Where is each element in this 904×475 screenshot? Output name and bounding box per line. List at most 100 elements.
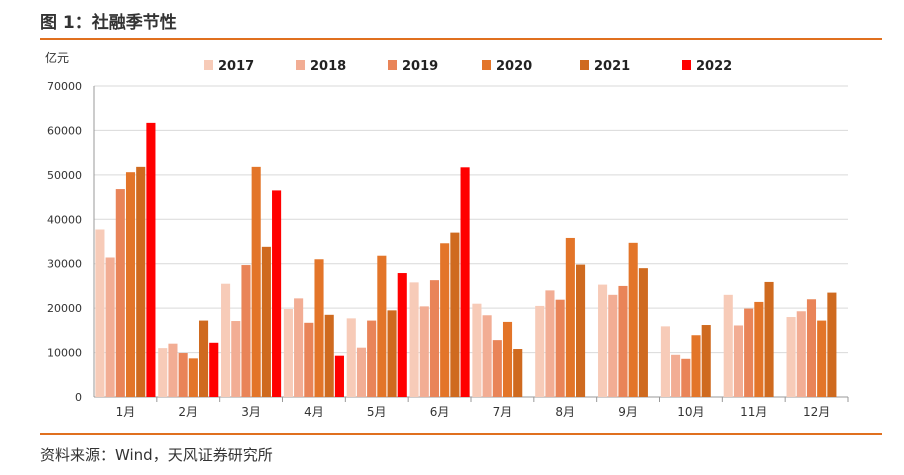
y-tick-label: 60000 [47, 124, 82, 137]
bar-2021-6 [450, 232, 460, 397]
legend-label-2017: 2017 [218, 59, 254, 74]
bar-2021-1 [136, 166, 146, 397]
legend-swatch-2021 [580, 60, 589, 70]
bar-2019-10 [681, 358, 691, 397]
bar-2018-12 [796, 311, 806, 397]
bar-2018-2 [168, 343, 178, 397]
bar-2020-11 [754, 301, 764, 397]
bar-2017-7 [472, 303, 482, 397]
bar-2021-9 [638, 268, 648, 397]
bar-2022-6 [460, 167, 470, 397]
bar-2018-6 [419, 306, 429, 397]
x-tick-label: 5月 [367, 405, 387, 419]
bar-2019-9 [618, 285, 628, 397]
bar-2021-10 [701, 325, 711, 397]
bar-2017-5 [346, 318, 356, 397]
x-tick-label: 12月 [803, 405, 830, 419]
x-tick-label: 6月 [430, 405, 450, 419]
bar-2019-4 [304, 322, 314, 397]
legend-label-2020: 2020 [496, 59, 532, 74]
bar-2021-2 [199, 320, 209, 397]
bar-2017-11 [723, 294, 733, 397]
x-tick-label: 10月 [677, 405, 704, 419]
bar-2020-6 [440, 243, 450, 397]
y-axis-label: 亿元 [45, 50, 69, 65]
bar-2017-9 [598, 284, 608, 397]
bar-2019-6 [429, 280, 440, 397]
x-tick-label: 3月 [241, 405, 261, 419]
bar-2018-11 [733, 325, 743, 397]
bar-2017-10 [660, 326, 670, 397]
bar-2020-9 [628, 242, 638, 397]
y-tick-label: 70000 [47, 80, 82, 93]
x-tick-label: 4月 [304, 405, 324, 419]
bottom-rule [40, 433, 882, 435]
x-tick-label: 8月 [555, 405, 575, 419]
legend-swatch-2019 [388, 60, 397, 70]
legend-label-2019: 2019 [402, 59, 438, 74]
bar-2020-4 [314, 259, 324, 397]
bar-2017-1 [95, 229, 105, 397]
bar-2019-11 [744, 308, 754, 397]
x-tick-label: 9月 [618, 405, 638, 419]
bar-2017-2 [158, 348, 168, 397]
bar-2021-7 [513, 349, 523, 397]
bar-2018-9 [608, 294, 618, 397]
bar-2019-8 [555, 299, 565, 397]
source-note: 资料来源：Wind，天风证券研究所 [40, 446, 273, 464]
legend-swatch-2022 [682, 60, 691, 70]
bar-2019-5 [367, 320, 377, 397]
bar-2017-6 [409, 282, 419, 397]
bar-2019-12 [806, 299, 817, 397]
bar-2018-7 [482, 315, 492, 397]
bar-2020-2 [188, 358, 198, 397]
bar-2020-8 [565, 237, 575, 397]
bar-2020-5 [377, 255, 387, 397]
legend-swatch-2017 [204, 60, 213, 70]
bar-2018-3 [231, 321, 241, 397]
bar-2022-1 [146, 122, 156, 397]
bar-2022-4 [334, 355, 344, 397]
bar-2018-5 [356, 347, 366, 397]
bar-2021-3 [261, 246, 271, 397]
x-tick-label: 2月 [178, 405, 198, 419]
bar-2021-8 [576, 264, 586, 397]
bar-2020-10 [691, 335, 701, 397]
bar-2018-4 [294, 298, 304, 397]
bar-2019-7 [492, 340, 502, 397]
legend-label-2021: 2021 [594, 59, 630, 74]
bar-2021-5 [387, 310, 397, 397]
bar-2020-7 [502, 321, 513, 397]
y-tick-label: 0 [75, 391, 82, 404]
bar-2022-5 [397, 273, 407, 397]
bar-2020-12 [817, 320, 827, 397]
bar-2021-11 [764, 281, 774, 397]
bar-2021-4 [324, 314, 334, 397]
bar-2017-8 [535, 305, 545, 397]
y-tick-label: 40000 [47, 213, 82, 226]
y-tick-label: 10000 [47, 347, 82, 360]
bar-2018-8 [545, 290, 555, 397]
bar-2019-2 [178, 353, 188, 397]
bar-2020-3 [251, 166, 261, 397]
bar-2021-12 [827, 292, 837, 397]
top-rule [40, 38, 882, 40]
y-tick-label: 20000 [47, 302, 82, 315]
bar-2019-1 [115, 189, 125, 397]
legend-swatch-2018 [296, 60, 305, 70]
x-tick-label: 1月 [116, 405, 136, 419]
bar-2020-1 [125, 172, 136, 397]
legend-swatch-2020 [482, 60, 491, 70]
bar-2017-3 [221, 283, 231, 397]
bar-2019-3 [241, 265, 251, 397]
legend-label-2022: 2022 [696, 59, 732, 74]
bar-2018-10 [671, 354, 681, 397]
x-tick-label: 11月 [740, 405, 767, 419]
bar-2017-4 [283, 309, 293, 397]
legend-label-2018: 2018 [310, 59, 346, 74]
y-tick-label: 30000 [47, 258, 82, 271]
figure-title: 图 1：社融季节性 [40, 13, 177, 33]
bar-2022-3 [272, 190, 282, 397]
x-tick-label: 7月 [493, 405, 513, 419]
